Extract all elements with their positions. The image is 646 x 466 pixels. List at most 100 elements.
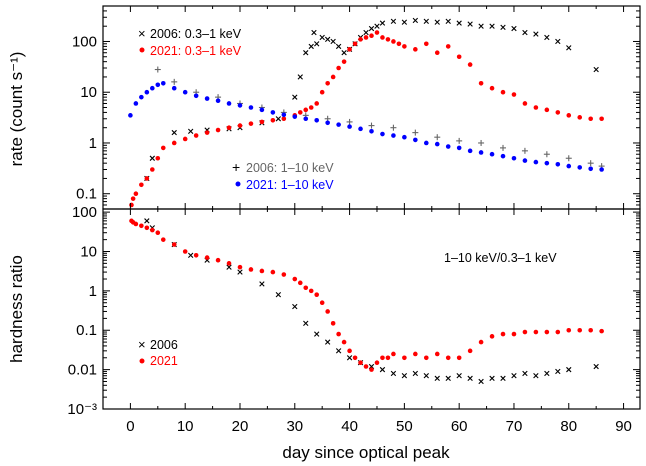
hardness-point-s1-19: [292, 276, 298, 282]
hardness-point-s0-14: [346, 355, 353, 361]
rate-point-s0-24-stroke-b: [368, 25, 375, 32]
legend-marker-2021: [139, 358, 145, 364]
rate-point-s0-17: [330, 38, 336, 45]
rate-point-s1-46: [478, 80, 484, 86]
hardness-point-s0-34-stroke-b: [566, 366, 572, 373]
rate-point-s3-35: [478, 150, 484, 155]
rate-point-s3-20: [314, 117, 320, 123]
rate-point-s0-28: [401, 19, 408, 25]
hardness-point-s1-5: [150, 227, 155, 233]
rate-point-s1-40: [413, 47, 418, 52]
hardness-panel-frame: [102, 208, 641, 410]
rate-point-s0-38-stroke-b: [511, 25, 517, 32]
rate-point-s0-3-stroke-b: [187, 128, 194, 134]
hardness-point-s1-17: [270, 269, 276, 275]
hardness-point-s0-0: [144, 218, 150, 224]
rate-series-0: [144, 17, 599, 182]
rate-point-s1-57: [599, 116, 604, 122]
legend-label-2021-soft: 2021: 0.3–1 keV: [150, 44, 242, 58]
hardness-point-s1-35: [380, 355, 385, 361]
rate-point-s3-28: [402, 134, 407, 140]
hardness-point-s1-49: [522, 329, 528, 335]
rate-point-s1-10: [193, 133, 199, 138]
rate-point-s3-8: [182, 89, 188, 95]
hardness-point-s1-11: [204, 255, 210, 260]
hardness-point-s1-9: [182, 249, 188, 254]
rate-point-s2-12: [412, 129, 419, 136]
rate-point-s0-39: [522, 29, 528, 36]
hardness-point-s0-0-stroke-b: [144, 218, 150, 224]
rate-point-s1-48: [500, 89, 506, 95]
rate-point-s1-44: [456, 54, 462, 60]
hardness-point-s0-10-stroke-b: [303, 320, 309, 327]
rate-point-s0-38: [511, 25, 517, 32]
hardness-point-s0-18-stroke-b: [390, 370, 397, 377]
rate-point-s1-42: [434, 50, 440, 56]
hardness-point-s0-11: [314, 331, 320, 337]
rate-y-axis-title: rate (count s⁻¹): [7, 52, 26, 167]
rate-point-s1-0: [129, 202, 134, 208]
rate-point-s1-6: [155, 155, 161, 161]
rate-point-s0-27: [390, 18, 397, 24]
rate-point-s1-26: [330, 74, 336, 80]
hardness-point-s0-18: [390, 370, 397, 377]
hardness-point-s1-38: [402, 355, 407, 361]
hardness-point-s0-7-stroke-b: [259, 281, 265, 287]
rate-point-s1-28: [341, 59, 347, 64]
rate-point-s3-0: [128, 113, 133, 118]
hardness-point-s0-12-stroke-b: [324, 339, 331, 345]
hardness-point-s1-24: [319, 300, 325, 306]
hardness-point-s1-33: [369, 367, 374, 372]
rate-point-s0-1-stroke-b: [149, 155, 156, 161]
rate-point-s0-41: [544, 34, 550, 41]
rate-point-s1-34: [374, 30, 380, 35]
hardness-point-s0-13-stroke-b: [335, 348, 342, 354]
hardness-point-s1-4: [144, 225, 150, 231]
hardness-point-s0-23-stroke-b: [445, 375, 451, 382]
hardness-point-s0-22-stroke-b: [434, 375, 440, 382]
hardness-point-s1-3: [139, 223, 144, 229]
hardness-point-s1-54: [577, 327, 583, 333]
rate-point-s0-33: [456, 20, 462, 26]
hardness-point-s0-5: [226, 264, 232, 270]
hardness-point-s0-10: [303, 320, 309, 327]
hardness-point-s1-47: [500, 331, 506, 337]
hardness-point-s0-17-stroke-b: [379, 366, 386, 373]
x-tick-label-10: 10: [177, 418, 194, 435]
rate-point-s1-17: [270, 117, 276, 123]
rate-point-s1-13: [226, 125, 232, 130]
rate-point-s3-5: [155, 82, 161, 88]
rate-panel: 0.1 1 10 100 rate (count s⁻¹) × 2006: 0.3–1…: [7, 5, 641, 210]
rate-point-s0-37: [500, 24, 506, 31]
rate-point-s0-18: [335, 43, 342, 50]
rate-series-2: [154, 66, 605, 170]
rate-point-s0-17-stroke-b: [330, 38, 336, 45]
rate-point-s0-9-stroke-b: [292, 94, 298, 100]
hardness-point-s0-32-stroke-b: [544, 370, 550, 377]
legend-label-2021-hard: 2021: 1–10 keV: [246, 178, 334, 192]
rate-point-s1-5: [150, 167, 155, 172]
rate-point-s3-40: [533, 159, 539, 165]
hardness-point-s0-7: [259, 281, 265, 287]
hardness-point-s0-31: [533, 373, 539, 379]
rate-point-s1-8: [171, 140, 177, 146]
hardness-point-s1-12: [215, 257, 221, 263]
rate-point-s3-12: [226, 101, 232, 106]
hardness-point-s0-19: [401, 373, 408, 379]
hardness-point-s0-27: [489, 375, 495, 382]
hardness-point-s0-9-stroke-b: [292, 303, 298, 310]
rate-point-s0-10: [297, 74, 303, 80]
hardness-y-tick-label-4: 0.01: [68, 362, 97, 379]
rate-point-s0-35-stroke-b: [478, 23, 484, 29]
rate-y-tick-label-1: 1: [89, 135, 97, 152]
rate-point-s0-23: [363, 29, 369, 36]
rate-point-s0-32-stroke-b: [445, 18, 451, 24]
rate-point-s3-38: [511, 155, 517, 161]
rate-point-s0-11: [303, 50, 309, 56]
rate-point-s1-43: [445, 44, 451, 49]
hardness-point-s1-39: [413, 351, 418, 357]
hardness-point-s0-31-stroke-b: [533, 373, 539, 379]
rate-point-s3-36: [489, 151, 495, 157]
legend-marker-2021-soft: [139, 47, 145, 53]
